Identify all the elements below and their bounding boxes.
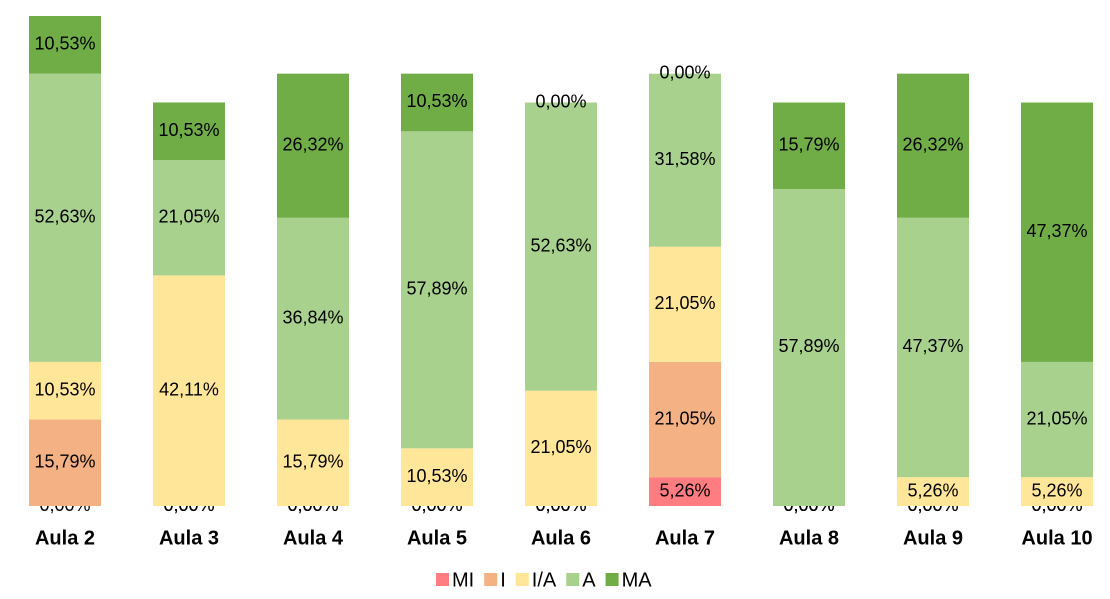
value-label: 15,79% <box>778 135 839 155</box>
bar-segment <box>153 102 225 161</box>
bar-segment <box>773 102 845 189</box>
bar-segment <box>401 73 473 132</box>
value-label: 26,32% <box>282 134 343 154</box>
bar-segment <box>29 419 101 506</box>
legend-swatch <box>605 573 619 586</box>
value-label: 21,05% <box>158 207 219 227</box>
bar-segment <box>773 188 845 506</box>
x-tick-label: Aula 8 <box>779 527 839 549</box>
legend-label: MA <box>622 569 653 591</box>
bar-segment <box>153 275 225 506</box>
value-label: 21,05% <box>654 293 715 313</box>
bar-segment <box>649 246 721 362</box>
bar-segment <box>277 419 349 506</box>
value-label: 47,37% <box>1026 221 1087 241</box>
value-label: 15,79% <box>282 452 343 472</box>
value-label: 57,89% <box>406 279 467 299</box>
bar-segment <box>277 73 349 218</box>
bar-segment <box>897 477 969 506</box>
value-label: 5,26% <box>907 480 958 500</box>
bar-segment <box>897 73 969 218</box>
x-tick-label: Aula 2 <box>35 527 95 549</box>
legend-swatch <box>436 573 449 586</box>
x-tick-label: Aula 5 <box>407 527 467 549</box>
bar-segment <box>1021 477 1093 506</box>
value-label: 10,53% <box>158 120 219 140</box>
bar-segment <box>29 16 101 74</box>
value-label: 10,53% <box>406 466 467 486</box>
legend-swatch <box>515 573 529 586</box>
value-label: 21,05% <box>654 408 715 428</box>
value-label: 0,00% <box>659 62 710 82</box>
x-tick-label: Aula 3 <box>159 527 219 549</box>
x-tick-label: Aula 4 <box>283 527 344 549</box>
legend-label: I/A <box>532 569 557 591</box>
value-label: 42,11% <box>159 379 219 399</box>
value-label: 26,32% <box>902 134 963 154</box>
bar-segment <box>649 477 721 506</box>
legend-swatch <box>566 573 580 586</box>
legend-label: I <box>500 569 506 591</box>
bar-segment <box>401 448 473 506</box>
bar-segment <box>153 160 225 276</box>
bar-segment <box>1021 361 1093 478</box>
bar-segment <box>525 390 597 506</box>
bar-segment <box>897 217 969 478</box>
value-label: 21,05% <box>1026 408 1087 428</box>
value-label: 21,05% <box>530 437 591 457</box>
value-label: 10,53% <box>406 91 467 111</box>
value-label: 52,63% <box>34 207 95 227</box>
value-label: 31,58% <box>654 149 715 169</box>
value-label: 57,89% <box>778 336 839 356</box>
value-label: 0,00% <box>535 91 586 111</box>
bar-segment <box>401 131 473 449</box>
value-label: 47,37% <box>902 336 963 356</box>
bar-segment <box>525 102 597 391</box>
value-label: 10,53% <box>34 379 95 399</box>
legend-label: MI <box>452 569 474 591</box>
legend-label: A <box>582 569 596 591</box>
bar-segment <box>1021 102 1093 362</box>
value-label: 52,63% <box>530 235 591 255</box>
value-label: 5,26% <box>659 480 710 500</box>
bar-segment <box>277 217 349 420</box>
bar-segment <box>29 361 101 420</box>
value-label: 36,84% <box>282 307 343 327</box>
x-tick-label: Aula 9 <box>903 527 963 549</box>
x-tick-label: Aula 10 <box>1021 527 1092 549</box>
bar-segment <box>649 361 721 478</box>
value-label: 5,26% <box>1031 480 1082 500</box>
bar-segment <box>649 73 721 247</box>
bar-segment <box>29 73 101 362</box>
x-tick-label: Aula 7 <box>655 527 715 549</box>
value-label: 15,79% <box>34 452 95 472</box>
x-tick-label: Aula 6 <box>531 527 591 549</box>
legend-swatch <box>484 573 498 586</box>
value-label: 10,53% <box>34 34 95 54</box>
